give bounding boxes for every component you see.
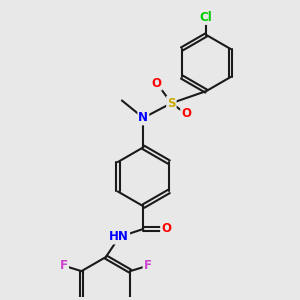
- Text: F: F: [60, 259, 68, 272]
- Text: F: F: [144, 259, 152, 272]
- Text: S: S: [167, 97, 176, 110]
- Text: HN: HN: [109, 230, 129, 244]
- Text: O: O: [181, 107, 191, 120]
- Text: O: O: [161, 223, 171, 236]
- Text: Cl: Cl: [200, 11, 213, 24]
- Text: O: O: [152, 76, 162, 90]
- Text: N: N: [138, 111, 148, 124]
